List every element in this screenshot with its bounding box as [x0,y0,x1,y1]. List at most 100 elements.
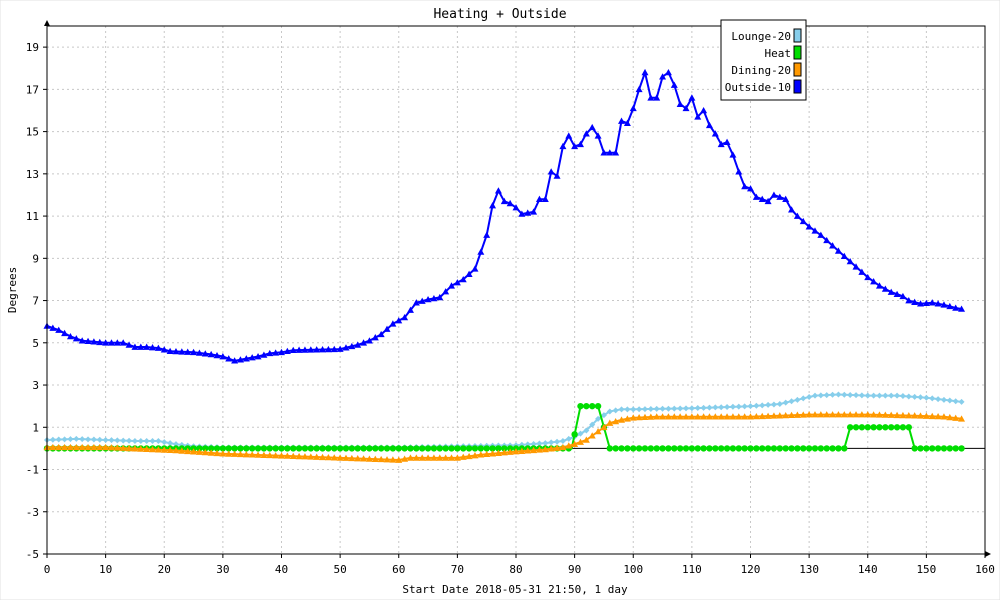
data-point [940,301,948,308]
data-point [606,149,614,156]
legend-box [720,19,807,101]
legend-label: Dining-20 [731,64,791,77]
data-point [741,403,748,410]
x-axis-label: Start Date 2018-05-31 21:50, 1 day [402,583,628,596]
data-point [541,445,549,453]
data-point [167,440,174,447]
data-point [724,404,731,411]
data-point [90,443,98,451]
data-point [852,424,860,431]
data-point [864,273,872,281]
y-tick-label: 13 [26,168,39,181]
data-point [213,351,221,359]
data-point [418,454,426,461]
data-point [190,348,198,356]
data-point [324,453,332,461]
data-point [96,443,104,451]
data-point [84,337,92,345]
data-point [653,405,660,412]
data-point [465,270,473,277]
data-point [460,445,467,452]
data-point [946,397,953,404]
data-point [66,443,74,451]
data-point [143,343,151,350]
data-point [195,448,203,455]
data-point [934,413,942,420]
data-point [184,348,192,355]
data-point [336,445,344,452]
data-point [248,451,256,458]
data-point [823,236,831,244]
data-point [594,132,602,139]
data-point [424,445,432,452]
data-point [96,338,104,346]
data-point [577,430,584,437]
data-point [436,293,444,301]
data-point [283,452,291,459]
data-point [178,447,186,454]
data-point [847,391,854,398]
x-tick-label: 90 [568,563,581,576]
data-point [700,106,708,114]
data-point [119,444,127,451]
data-point [242,355,250,362]
data-point [782,411,790,419]
data-point [623,119,631,126]
data-point [794,396,801,403]
data-point [653,413,661,420]
data-point [371,334,379,341]
data-point [647,406,654,413]
y-tick-label: 1 [32,421,39,434]
data-point [875,282,883,289]
data-point [295,445,303,452]
data-point [788,411,796,419]
data-point [500,449,508,456]
data-point [934,300,942,307]
data-point [630,406,637,413]
data-point [676,100,684,107]
data-point [272,445,279,452]
data-point [401,455,409,462]
data-point [354,341,362,348]
data-point [600,412,607,419]
data-point [694,405,701,412]
x-tick-label: 120 [741,563,761,576]
data-point [635,414,643,421]
data-point [55,436,62,443]
data-point [313,453,321,460]
data-point [811,392,818,399]
data-point [113,444,121,451]
data-point [489,450,497,457]
data-point [770,191,778,198]
data-point [841,445,848,452]
data-point [377,330,385,338]
data-point [752,413,760,420]
data-point [717,413,725,420]
data-point [154,446,162,453]
data-point [888,392,895,399]
data-point [952,414,960,421]
data-point [331,445,338,452]
data-point [770,401,777,408]
data-point [530,208,538,215]
data-point [96,436,103,443]
data-point [49,443,57,451]
data-point [928,299,936,306]
data-point [858,268,866,275]
data-point [817,392,824,399]
data-point [565,435,572,442]
y-tick-label: 15 [26,126,39,139]
data-point [576,140,584,148]
x-tick-label: 40 [275,563,288,576]
x-tick-label: 140 [858,563,878,576]
x-tick-label: 110 [682,563,702,576]
data-point [307,346,315,353]
data-point [852,263,860,270]
data-point [929,395,936,402]
data-point [448,454,456,461]
data-point [834,411,842,418]
data-point [348,445,356,452]
data-point [278,348,285,356]
